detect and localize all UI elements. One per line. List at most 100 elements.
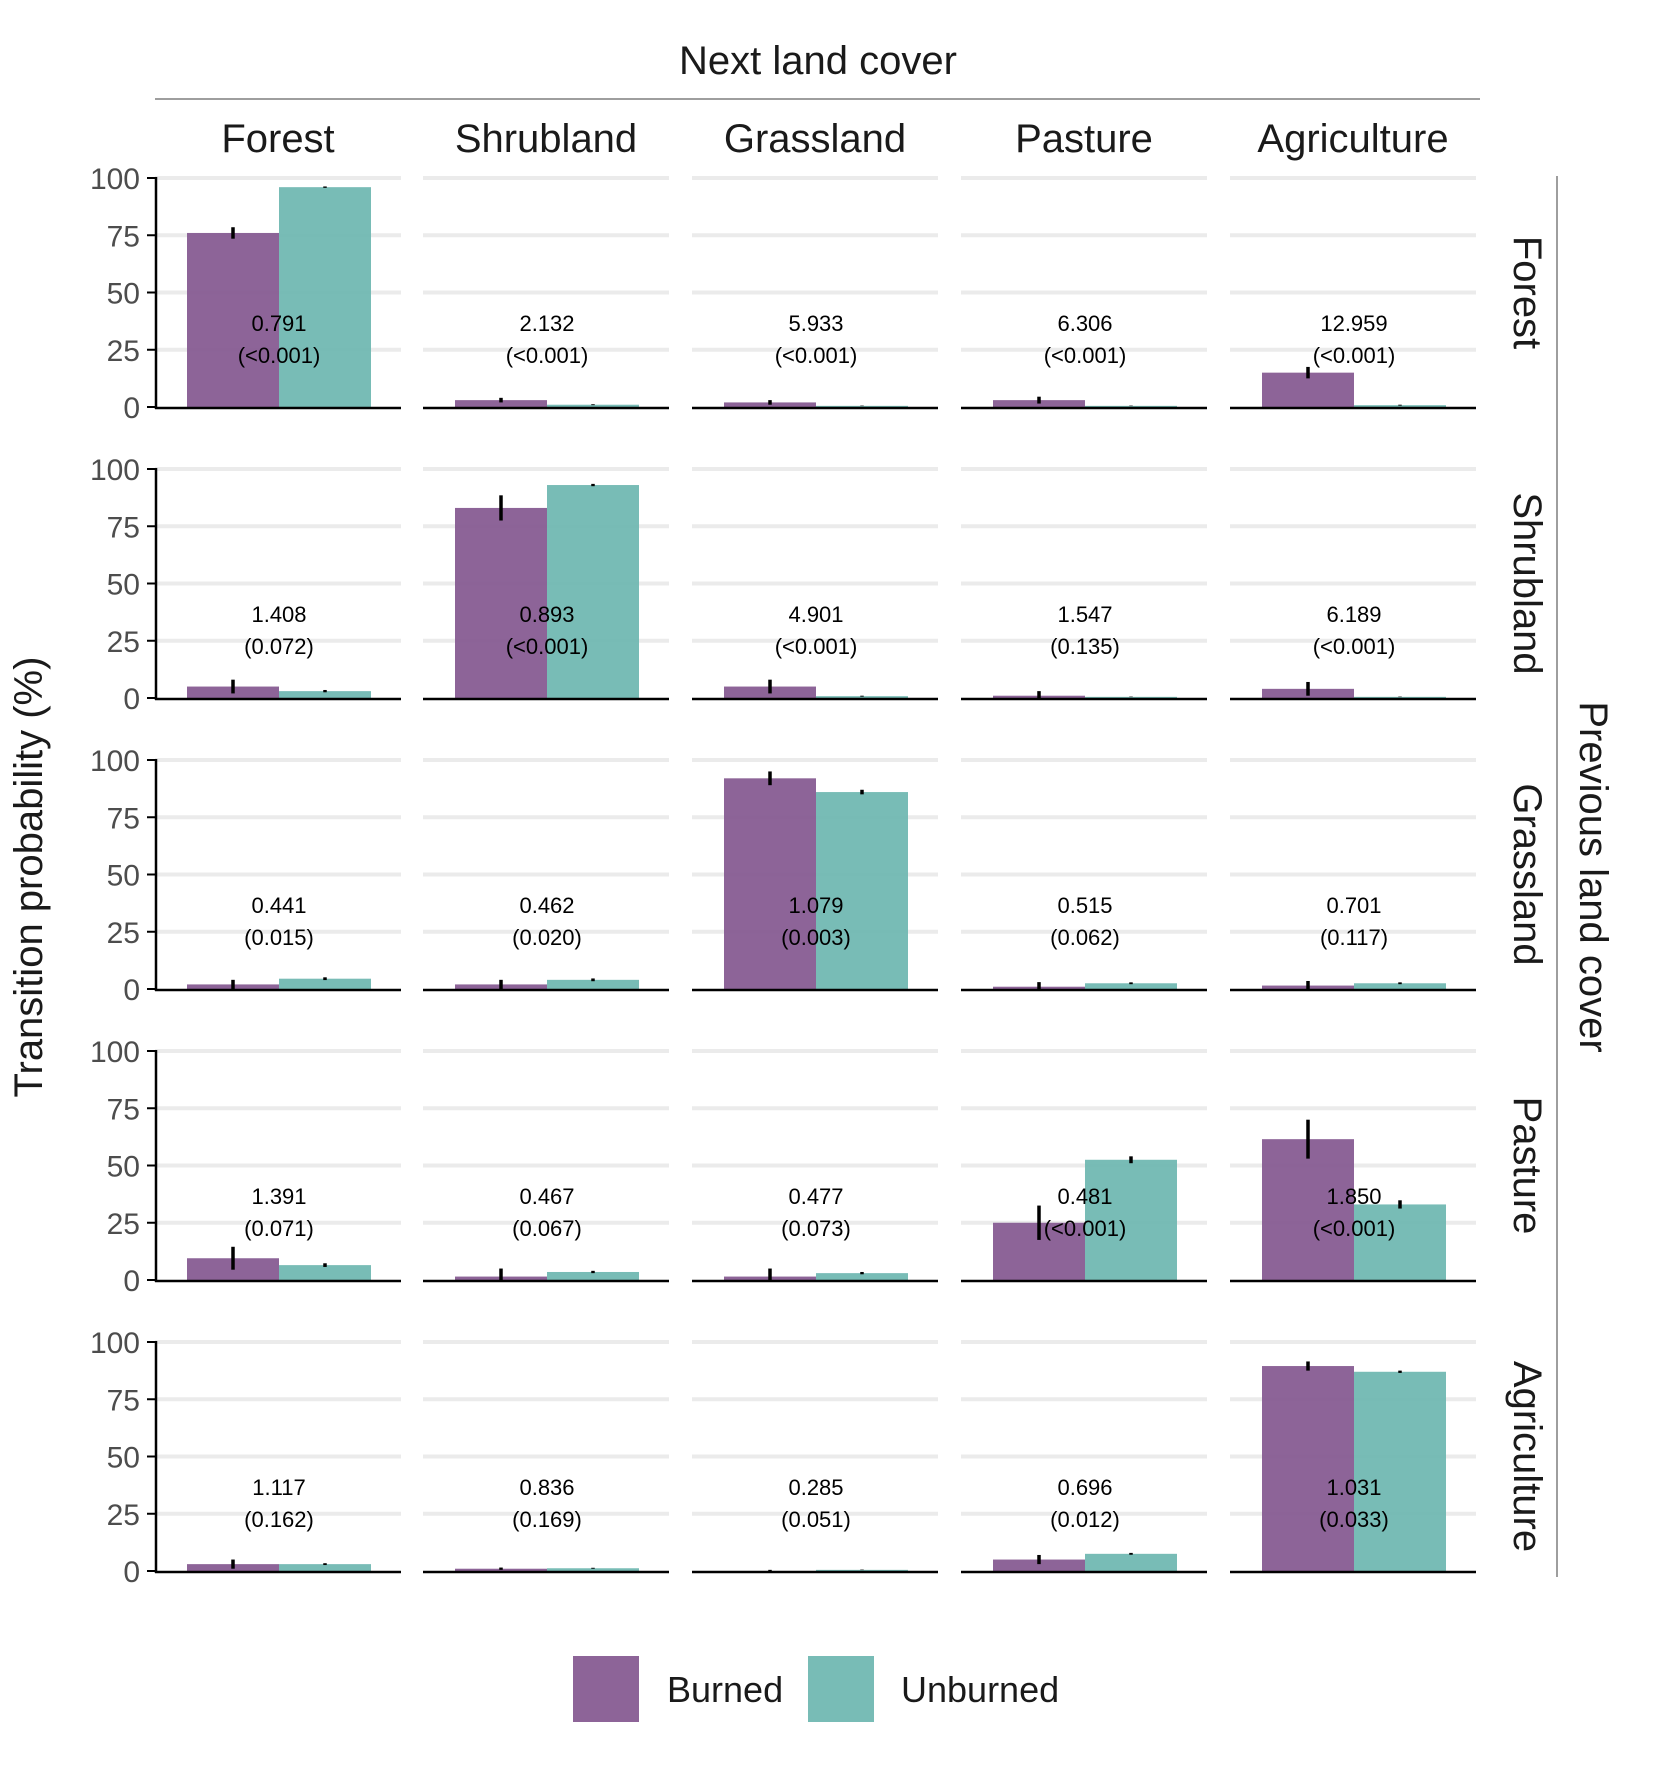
annotation-pvalue: (<0.001) (1313, 343, 1396, 368)
y-tick-label: 100 (90, 163, 140, 196)
annotation-pvalue: (<0.001) (1313, 634, 1396, 659)
annotation-pvalue: (<0.001) (506, 634, 589, 659)
y-tick-label: 75 (107, 220, 140, 253)
annotation-pvalue: (<0.001) (775, 634, 858, 659)
col-strip-title: Next land cover (679, 39, 957, 83)
bar-burned (724, 778, 816, 989)
annotation-pvalue: (<0.001) (238, 343, 321, 368)
annotation-value: 4.901 (788, 602, 843, 627)
y-tick-label: 0 (123, 392, 140, 425)
y-axis-agriculture: 0 25 50 75 100 (90, 1327, 158, 1589)
y-axis-shrubland: 0 25 50 75 100 (90, 454, 158, 716)
y-tick-label: 100 (90, 454, 140, 487)
y-tick-label: 50 (107, 569, 140, 602)
annotation-pvalue: (0.073) (781, 1216, 851, 1241)
annotation-value: 0.477 (788, 1184, 843, 1209)
y-tick-label: 100 (90, 1327, 140, 1360)
panel-shrubland-to-pasture: 1.547 (0.135) (961, 467, 1207, 701)
annotation-pvalue: (0.020) (512, 925, 582, 950)
bar-burned (187, 232, 279, 407)
panel-pasture-to-grassland: 0.477 (0.073) (692, 1049, 938, 1283)
bar-unburned (279, 978, 371, 989)
annotation-pvalue: (<0.001) (1044, 343, 1127, 368)
bar-unburned (1085, 1159, 1177, 1280)
annotation-value: 1.079 (788, 893, 843, 918)
legend-label-unburned: Unburned (901, 1669, 1059, 1710)
panel-agriculture-to-agriculture: 1.031 (0.033) (1230, 1340, 1476, 1574)
annotation-pvalue: (<0.001) (775, 343, 858, 368)
bar-unburned (816, 792, 908, 989)
annotation-pvalue: (0.117) (1320, 925, 1388, 950)
annotation-pvalue: (0.062) (1050, 925, 1120, 950)
annotation-pvalue: (0.072) (244, 634, 314, 659)
panel-shrubland-to-forest: 1.408 (0.072) (155, 467, 401, 701)
panel-forest-to-shrubland: 2.132 (<0.001) (423, 176, 669, 410)
bar-burned (455, 507, 547, 698)
bar-unburned (816, 1273, 908, 1280)
bar-unburned (1354, 696, 1446, 698)
annotation-value: 2.132 (519, 311, 574, 336)
y-axis-label: Transition probability (%) (7, 657, 51, 1098)
bar-unburned (279, 1564, 371, 1571)
row-strip-grassland: Grassland (1505, 783, 1549, 965)
y-tick-label: 75 (107, 1093, 140, 1126)
annotation-value: 0.481 (1057, 1184, 1112, 1209)
panel-agriculture-to-shrubland: 0.836 (0.169) (423, 1340, 669, 1574)
y-tick-label: 75 (107, 802, 140, 835)
y-tick-label: 100 (90, 1036, 140, 1069)
row-strip-pasture: Pasture (1505, 1097, 1549, 1235)
annotation-pvalue: (0.067) (512, 1216, 582, 1241)
annotation-value: 0.791 (251, 311, 306, 336)
annotation-pvalue: (0.012) (1050, 1507, 1120, 1532)
annotation-value: 1.031 (1326, 1475, 1381, 1500)
annotation-value: 0.893 (519, 602, 574, 627)
y-axis-pasture: 0 25 50 75 100 (90, 1036, 158, 1298)
y-tick-label: 75 (107, 1384, 140, 1417)
panel-grassland-to-agriculture: 0.701 (0.117) (1230, 758, 1476, 992)
legend-label-burned: Burned (667, 1669, 783, 1710)
bar-burned (1262, 1139, 1354, 1280)
panel-forest-to-agriculture: 12.959 (<0.001) (1230, 176, 1476, 410)
bar-burned (724, 402, 816, 407)
annotation-value: 0.696 (1057, 1475, 1112, 1500)
bar-unburned (279, 187, 371, 407)
panel-shrubland-to-agriculture: 6.189 (<0.001) (1230, 467, 1476, 701)
bar-unburned (1085, 983, 1177, 989)
panel-shrubland-to-grassland: 4.901 (<0.001) (692, 467, 938, 701)
bar-unburned (1354, 1371, 1446, 1571)
annotation-pvalue: (0.015) (244, 925, 314, 950)
annotation-pvalue: (0.033) (1319, 1507, 1389, 1532)
y-tick-label: 75 (107, 511, 140, 544)
panel-agriculture-to-pasture: 0.696 (0.012) (961, 1340, 1207, 1574)
y-tick-label: 50 (107, 1151, 140, 1184)
bar-unburned (547, 1271, 639, 1280)
annotation-value: 6.306 (1057, 311, 1112, 336)
col-strip-shrubland: Shrubland (455, 117, 637, 161)
annotation-pvalue: (0.003) (781, 925, 851, 950)
annotation-value: 6.189 (1326, 602, 1381, 627)
bar-unburned (547, 485, 639, 698)
bar-unburned (816, 405, 908, 407)
annotation-value: 0.441 (251, 893, 306, 918)
y-axis-forest: 0 25 50 75 100 (90, 163, 158, 425)
y-tick-label: 25 (107, 626, 140, 659)
panel-agriculture-to-forest: 1.117 (0.162) (155, 1340, 401, 1574)
bar-unburned (547, 979, 639, 989)
annotation-value: 1.850 (1326, 1184, 1381, 1209)
annotation-value: 0.836 (519, 1475, 574, 1500)
column-strip-labels: Forest Shrubland Grassland Pasture Agricultu… (221, 117, 1448, 161)
bar-unburned (1085, 1553, 1177, 1571)
bar-unburned (547, 404, 639, 407)
annotation-value: 1.117 (252, 1475, 305, 1500)
row-strip-forest: Forest (1505, 236, 1549, 349)
bar-burned (1262, 1366, 1354, 1571)
annotation-value: 1.391 (251, 1184, 306, 1209)
bar-unburned (1354, 405, 1446, 407)
col-strip-agriculture: Agriculture (1257, 117, 1448, 161)
annotation-value: 0.467 (519, 1184, 574, 1209)
y-tick-label: 50 (107, 860, 140, 893)
facet-panels: 0.791(<0.001)2.132(<0.001)5.933(<0.001)6… (90, 163, 1476, 1589)
annotation-value: 0.701 (1326, 893, 1381, 918)
panel-forest-to-forest: 0.791 (<0.001) (155, 176, 401, 410)
